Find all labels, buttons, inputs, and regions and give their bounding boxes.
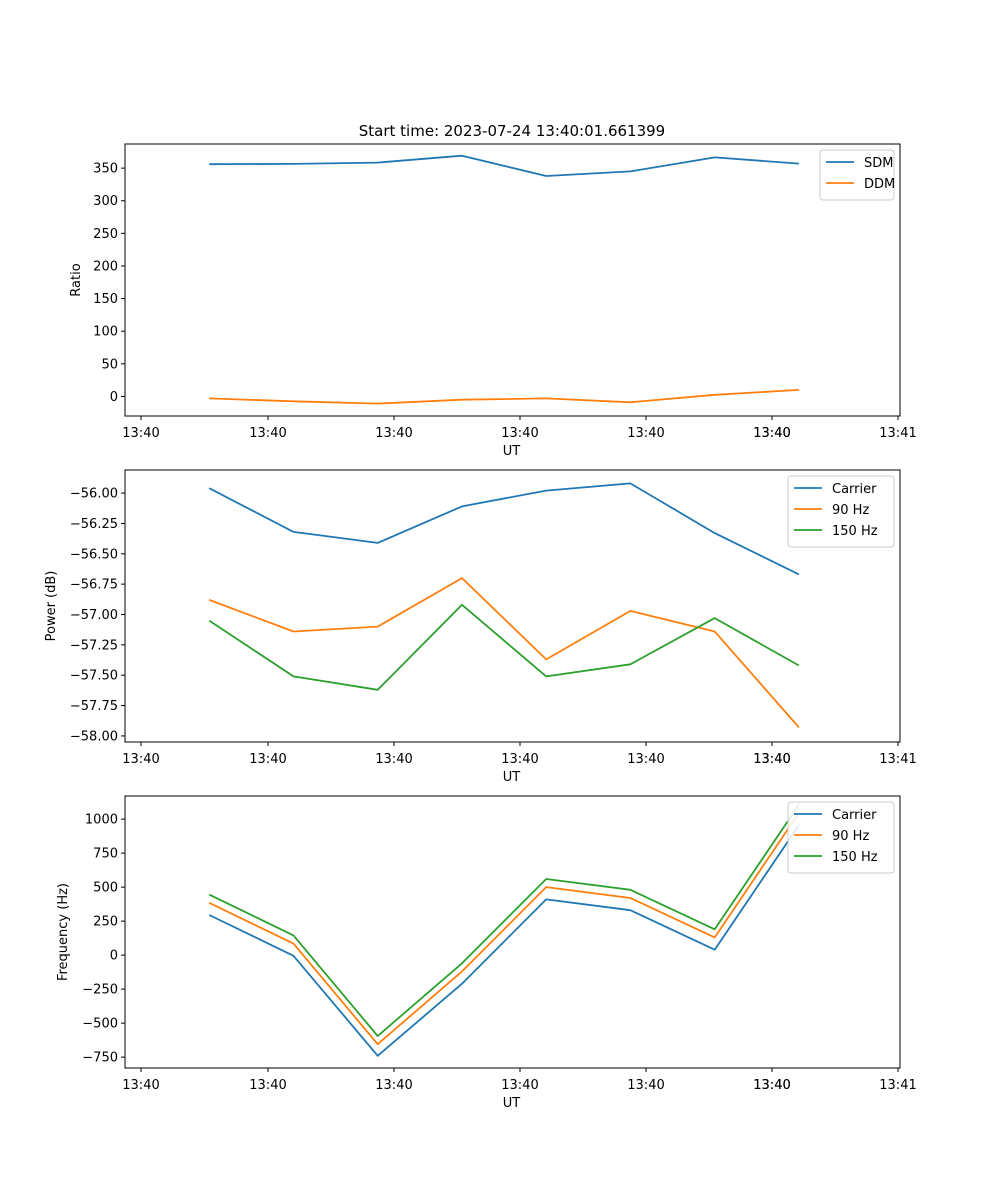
frequency-y-tick-label: −500 [82, 1017, 118, 1032]
ratio-series-sdm-line [209, 154, 799, 177]
ratio-x-tick-label: 13:40 [249, 426, 286, 441]
ratio-x-tick-label: 13:40 [501, 426, 538, 441]
power-x-tick-label: 13:40 [501, 752, 538, 767]
power-y-tick-label: −56.00 [70, 487, 118, 502]
power-y-tick-label: −56.75 [70, 578, 118, 593]
ratio-x-tick-label: 13:40 [122, 426, 159, 441]
power-legend-label: Carrier [832, 482, 877, 497]
ratio-x-tick-label: 13:40 [753, 426, 790, 441]
power-axes-frame [124, 469, 901, 743]
frequency-y-tick-label: 0 [110, 949, 118, 964]
power-y-tick-label: −57.00 [70, 608, 118, 623]
power-x-tick-label: 13:40 [122, 752, 159, 767]
ratio-legend-label: DDM [864, 177, 895, 192]
power-legend: Carrier 90 Hz 150 Hz [787, 475, 895, 548]
power-x-tick-label: 13:40 [753, 752, 790, 767]
frequency-y-axis-label: Frequency (Hz) [56, 883, 71, 981]
frequency-series-150-hz-line [208, 804, 800, 1037]
frequency-y-tick-label: 250 [93, 915, 118, 930]
ratio-legend: SDM DDM [819, 149, 895, 201]
frequency-x-tick-label: 13:40 [753, 1078, 790, 1093]
power-y-tick-label: −57.50 [70, 669, 118, 684]
ratio-series-ddm-line [209, 389, 799, 405]
frequency-x-tick-label: 13:41 [879, 1078, 916, 1093]
power-series-90-hz-line [208, 577, 800, 728]
ratio-axes-frame [124, 143, 901, 417]
frequency-legend-label: 90 Hz [832, 829, 869, 844]
power-y-tick-label: −57.25 [70, 638, 118, 653]
ratio-y-tick-label: 150 [93, 292, 118, 307]
frequency-x-tick-label: 13:40 [753, 1078, 790, 1093]
ratio-y-tick-label: 250 [93, 227, 118, 242]
ratio-x-axis-label: UT [503, 444, 521, 459]
frequency-y-tick-label: −250 [82, 983, 118, 998]
frequency-y-tick-label: 750 [93, 847, 118, 862]
ratio-y-tick-label: 0 [110, 390, 118, 405]
power-x-tick-label: 13:40 [753, 752, 790, 767]
ratio-y-axis-label: Ratio [69, 263, 84, 296]
power-series-150-hz-line [208, 603, 800, 691]
power-y-tick-label: −58.00 [70, 729, 118, 744]
power-y-tick-label: −56.50 [70, 547, 118, 562]
frequency-x-tick-label: 13:40 [249, 1078, 286, 1093]
chart-title: Start time: 2023-07-24 13:40:01.661399 [359, 122, 665, 140]
ratio-y-tick-label: 350 [93, 162, 118, 177]
frequency-series-carrier-line [208, 824, 800, 1057]
ratio-x-tick-label: 13:40 [375, 426, 412, 441]
ratio-x-tick-label: 13:40 [627, 426, 664, 441]
power-legend-label: 150 Hz [832, 524, 878, 539]
frequency-axes-frame [124, 795, 901, 1069]
frequency-legend-label: 150 Hz [832, 850, 878, 865]
power-x-tick-label: 13:41 [879, 752, 916, 767]
ratio-x-tick-label: 13:41 [879, 426, 916, 441]
frequency-y-tick-label: 1000 [85, 813, 118, 828]
ratio-legend-label: SDM [864, 156, 893, 171]
frequency-x-tick-label: 13:40 [375, 1078, 412, 1093]
frequency-x-axis-label: UT [503, 1096, 521, 1111]
power-y-tick-label: −57.75 [70, 699, 118, 714]
power-x-axis-label: UT [503, 770, 521, 785]
power-x-tick-label: 13:40 [249, 752, 286, 767]
ratio-x-tick-label: 13:40 [753, 426, 790, 441]
ratio-y-tick-label: 200 [93, 259, 118, 274]
power-x-tick-label: 13:40 [627, 752, 664, 767]
ratio-y-tick-label: 100 [93, 325, 118, 340]
frequency-x-tick-label: 13:40 [627, 1078, 664, 1093]
power-legend-label: 90 Hz [832, 503, 869, 518]
frequency-x-tick-label: 13:40 [501, 1078, 538, 1093]
power-y-tick-label: −56.25 [70, 517, 118, 532]
frequency-y-tick-label: −750 [82, 1051, 118, 1066]
frequency-y-tick-label: 500 [93, 881, 118, 896]
frequency-legend: Carrier 90 Hz 150 Hz [787, 801, 895, 874]
ratio-y-tick-label: 300 [93, 194, 118, 209]
frequency-legend-label: Carrier [832, 808, 877, 823]
frequency-x-tick-label: 13:40 [122, 1078, 159, 1093]
ratio-y-tick-label: 50 [101, 357, 118, 372]
power-y-axis-label: Power (dB) [44, 571, 59, 642]
power-series-carrier-line [208, 482, 800, 576]
power-x-tick-label: 13:40 [375, 752, 412, 767]
frequency-series-90-hz-line [208, 812, 800, 1046]
